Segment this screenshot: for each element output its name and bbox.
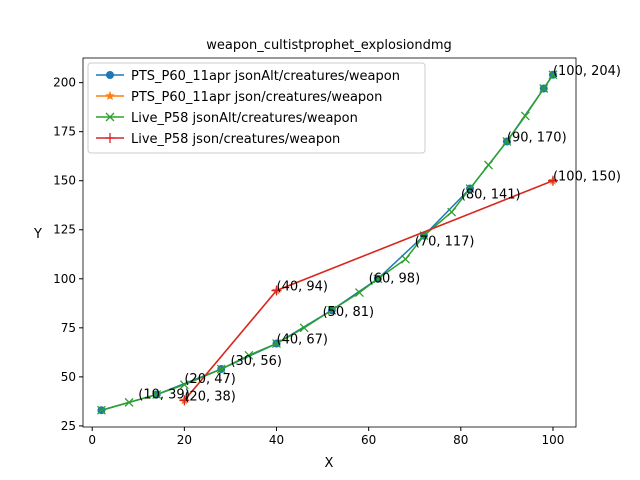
marker <box>152 390 162 399</box>
y-tick-label: 175 <box>53 125 76 139</box>
marker <box>354 288 364 297</box>
legend: PTS_P60_11apr jsonAlt/creatures/weapon PT… <box>87 62 426 154</box>
marker <box>271 285 282 296</box>
annotation: (80, 141) <box>461 187 521 202</box>
annotation: (10, 39) <box>138 387 190 402</box>
marker <box>105 112 115 122</box>
annotation: (70, 117) <box>415 234 475 249</box>
annotation: (40, 94) <box>277 280 329 295</box>
annotation: (30, 56) <box>230 354 282 369</box>
legend-label: PTS_P60_11apr jsonAlt/creatures/weapon <box>131 69 400 84</box>
x-tick-label: 0 <box>88 433 96 447</box>
annotation: (20, 47) <box>184 372 236 387</box>
annotation: (100, 204) <box>553 64 621 79</box>
x-tick-label: 100 <box>542 433 565 447</box>
marker <box>327 305 337 315</box>
marker <box>105 133 115 143</box>
marker <box>124 397 134 407</box>
legend-label: Live_P58 jsonAlt/creatures/weapon <box>131 111 358 126</box>
marker <box>502 137 512 146</box>
chart-title: weapon_cultistprophet_explosiondmg <box>206 38 452 53</box>
y-tick-label: 50 <box>61 370 76 384</box>
y-tick-label: 25 <box>61 419 76 433</box>
annotation: (90, 170) <box>507 130 567 145</box>
x-tick-label: 20 <box>177 433 192 447</box>
annotation: (100, 150) <box>553 170 621 185</box>
x-axis-label: X <box>325 456 334 471</box>
marker <box>179 380 189 390</box>
marker <box>299 323 309 333</box>
marker <box>465 184 475 194</box>
marker <box>547 175 558 186</box>
legend-label: Live_P58 json/creatures/weapon <box>131 132 340 147</box>
y-axis-label: Y <box>33 227 42 242</box>
marker <box>105 91 115 101</box>
marker <box>244 350 254 360</box>
marker <box>539 84 549 93</box>
x-tick-label: 80 <box>453 433 468 447</box>
y-tick-label: 75 <box>61 321 76 335</box>
y-tick-label: 200 <box>53 76 76 90</box>
marker <box>373 274 383 284</box>
marker <box>483 160 493 170</box>
annotation: (60, 98) <box>369 272 421 287</box>
marker <box>216 364 226 374</box>
y-tick-label: 125 <box>53 223 76 237</box>
marker <box>179 395 190 406</box>
legend-label: PTS_P60_11apr json/creatures/weapon <box>131 90 382 105</box>
marker <box>447 207 457 217</box>
y-tick-label: 100 <box>53 272 76 286</box>
marker <box>96 405 106 415</box>
legend-box <box>87 62 426 154</box>
x-tick-label: 60 <box>361 433 376 447</box>
annotation: (20, 38) <box>184 389 236 404</box>
x-tick-label: 40 <box>269 433 284 447</box>
marker <box>401 254 410 264</box>
plot-frame <box>82 57 577 428</box>
marker <box>520 111 530 121</box>
y-tick-label: 150 <box>53 174 76 188</box>
annotation: (50, 81) <box>323 305 375 320</box>
marker <box>272 339 281 348</box>
annotation: (40, 67) <box>277 333 329 348</box>
marker <box>106 71 114 79</box>
marker <box>548 70 558 80</box>
